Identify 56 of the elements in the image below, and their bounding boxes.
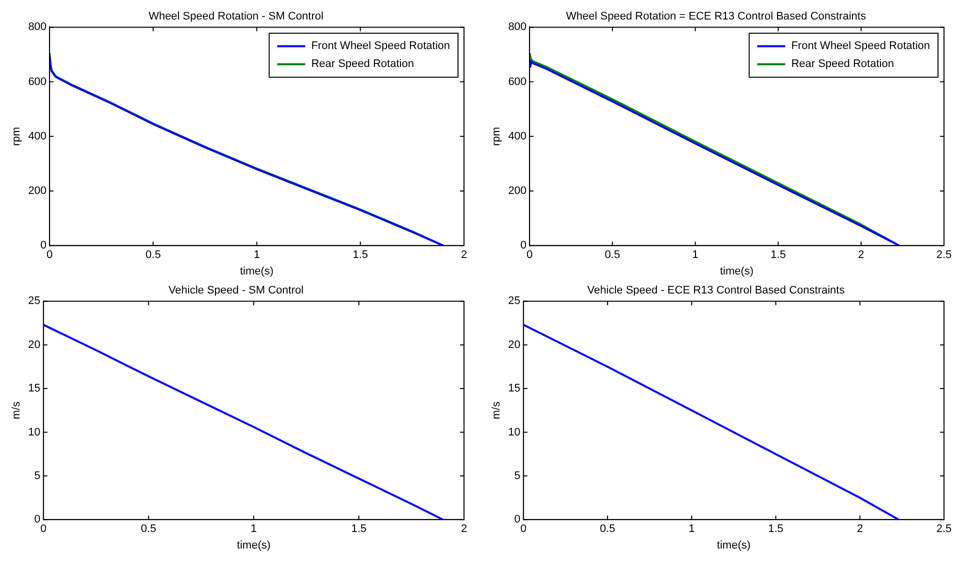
y-tick-label: 25 bbox=[28, 295, 40, 308]
y-tick-label: 0 bbox=[520, 240, 527, 252]
x-tick-label: 0.5 bbox=[140, 523, 156, 536]
y-tick-label: 0 bbox=[40, 240, 47, 252]
y-tick-label: 25 bbox=[508, 295, 520, 308]
y-tick-label: 20 bbox=[508, 338, 520, 351]
chart-title: Wheel Speed Rotation = ECE R13 Control Based Constraints bbox=[566, 10, 866, 23]
y-tick-label: 600 bbox=[508, 76, 527, 88]
x-tick-label: 2.5 bbox=[936, 249, 952, 262]
y-tick-label: 200 bbox=[508, 185, 527, 198]
y-axis-title: m/s bbox=[10, 401, 23, 420]
legend-label: Front Wheel Speed Rotation bbox=[311, 40, 450, 52]
y-tick-label: 20 bbox=[28, 338, 40, 351]
y-tick-label: 0 bbox=[514, 514, 520, 526]
y-tick-label: 15 bbox=[508, 382, 520, 395]
x-tick-label: 1.5 bbox=[352, 249, 368, 262]
y-tick-label: 5 bbox=[34, 470, 40, 482]
x-tick-label: 1 bbox=[254, 249, 260, 262]
x-tick-label: 1.5 bbox=[770, 249, 786, 262]
y-tick-label: 0 bbox=[34, 514, 40, 526]
x-tick-label: 1 bbox=[692, 249, 698, 262]
y-axis-title: m/s bbox=[490, 401, 503, 420]
y-axis-title: rpm bbox=[490, 126, 503, 146]
chart-title: Vehicle Speed - ECE R13 Control Based Constraints bbox=[587, 284, 846, 297]
y-tick-label: 5 bbox=[514, 470, 520, 482]
y-tick-label: 10 bbox=[28, 426, 40, 438]
y-tick-label: 400 bbox=[28, 130, 47, 142]
y-tick-label: 200 bbox=[28, 185, 47, 198]
y-axis-title: rpm bbox=[10, 126, 23, 146]
y-tick-label: 600 bbox=[28, 76, 47, 88]
y-tick-label: 15 bbox=[28, 382, 40, 395]
x-tick-label: 1.5 bbox=[351, 523, 367, 536]
x-axis-title: time(s) bbox=[240, 265, 274, 278]
x-axis-title: time(s) bbox=[720, 265, 754, 278]
x-tick-label: 0.5 bbox=[604, 249, 620, 262]
y-tick-label: 400 bbox=[508, 130, 527, 142]
x-axis-title: time(s) bbox=[716, 539, 751, 552]
chart-title: Wheel Speed Rotation - SM Control bbox=[148, 10, 324, 23]
x-tick-label: 0.5 bbox=[600, 523, 616, 536]
x-tick-label: 0.5 bbox=[146, 249, 161, 262]
legend-label: Front Wheel Speed Rotation bbox=[791, 40, 930, 52]
chart-title: Vehicle Speed - SM Control bbox=[168, 284, 304, 297]
x-tick-label: 2 bbox=[460, 523, 468, 536]
legend-label: Rear Speed Rotation bbox=[791, 58, 894, 70]
y-tick-label: 10 bbox=[508, 426, 520, 438]
x-tick-label: 2 bbox=[460, 249, 468, 262]
x-tick-label: 2.5 bbox=[936, 523, 952, 536]
y-tick-label: 800 bbox=[508, 21, 527, 34]
x-tick-label: 1 bbox=[688, 523, 695, 536]
y-tick-label: 800 bbox=[28, 21, 47, 34]
x-tick-label: 1.5 bbox=[768, 523, 784, 536]
legend-label: Rear Speed Rotation bbox=[311, 58, 414, 70]
x-tick-label: 2 bbox=[858, 249, 864, 262]
x-axis-title: time(s) bbox=[236, 539, 271, 552]
x-tick-label: 2 bbox=[856, 523, 863, 536]
x-tick-label: 1 bbox=[250, 523, 257, 536]
